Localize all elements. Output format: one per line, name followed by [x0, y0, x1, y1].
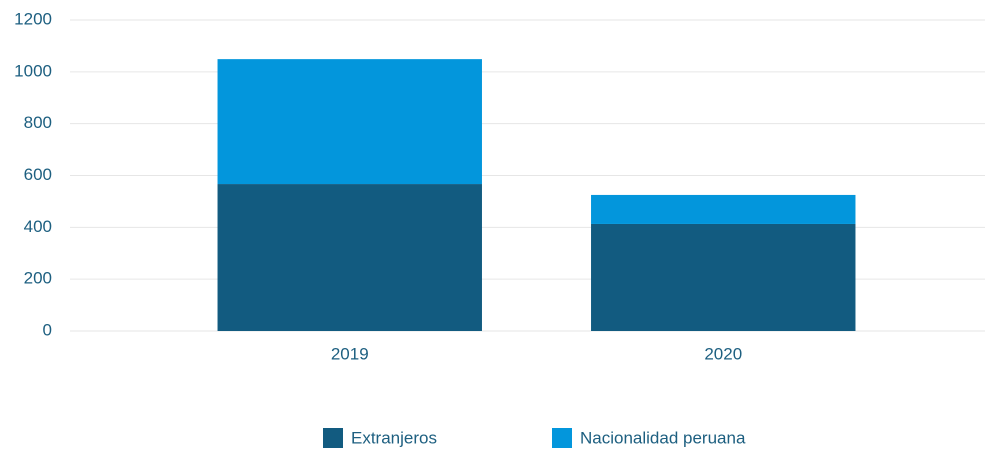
x-tick-label: 2020 [704, 344, 742, 363]
bar-segment [217, 59, 482, 185]
y-tick-label: 600 [24, 165, 52, 184]
x-tick-label: 2019 [331, 344, 369, 363]
bar-segment [591, 223, 856, 331]
y-tick-label: 200 [24, 269, 52, 288]
bar-segment [591, 194, 856, 224]
y-tick-label: 400 [24, 217, 52, 236]
bar-segment [217, 184, 482, 331]
y-tick-label: 800 [24, 113, 52, 132]
legend-label: Extranjeros [351, 428, 437, 447]
y-tick-label: 1000 [14, 61, 52, 80]
legend-swatch [323, 428, 343, 448]
legend-label: Nacionalidad peruana [580, 428, 746, 447]
y-tick-label: 1200 [14, 9, 52, 28]
y-tick-label: 0 [43, 320, 52, 339]
legend-swatch [552, 428, 572, 448]
